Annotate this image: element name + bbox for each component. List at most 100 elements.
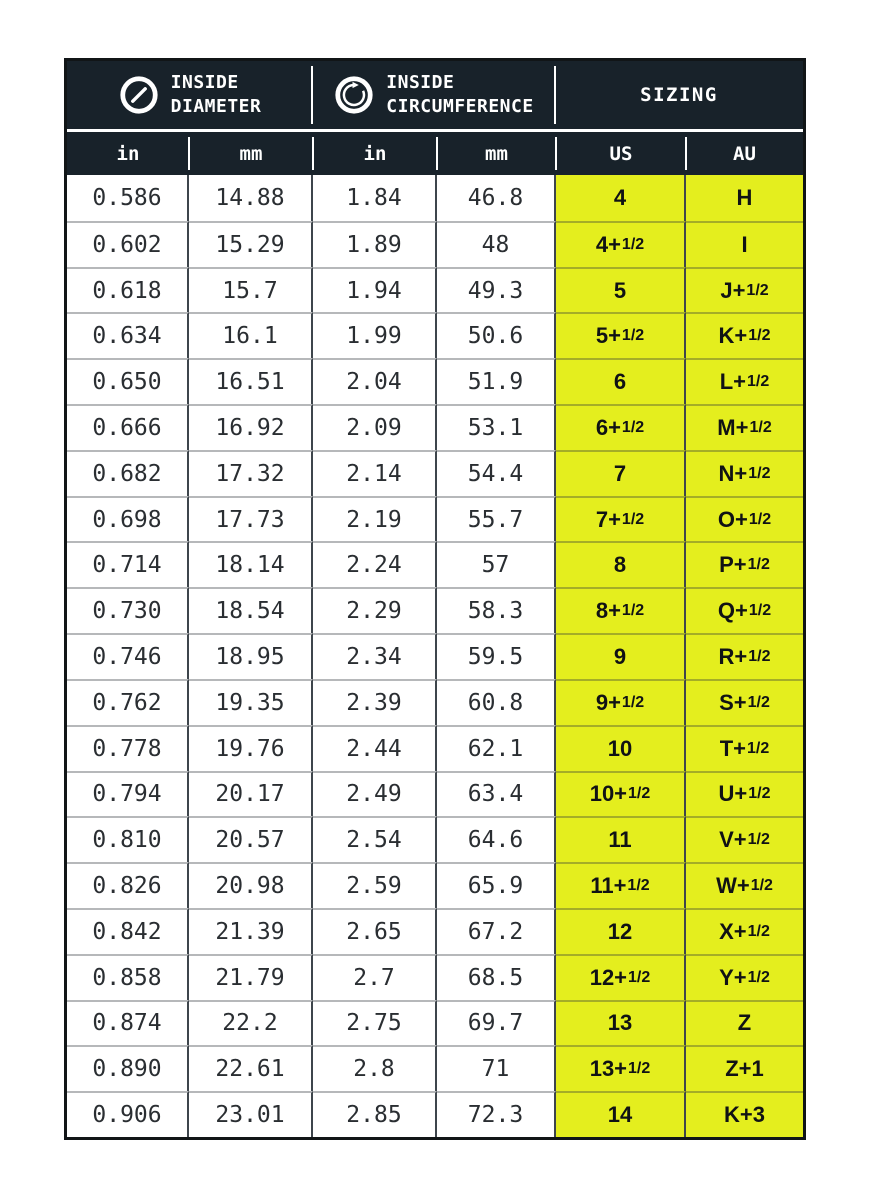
measurement-cell: 0.618 (67, 266, 189, 313)
measurement-cell: 0.874 (67, 999, 189, 1046)
measurement-cell: 0.698 (67, 495, 189, 542)
measurement-cell: 72.3 (437, 1091, 556, 1137)
measurement-cell: 0.906 (67, 1091, 189, 1137)
measurement-cell: 67.2 (437, 907, 556, 954)
measurement-cell: 0.682 (67, 449, 189, 496)
measurement-cell: 62.1 (437, 724, 556, 771)
measurement-cell: 0.826 (67, 862, 189, 908)
header-group-inside-circumference: INSIDE CIRCUMFERENCE (311, 61, 555, 129)
measurement-cell: 49.3 (437, 266, 556, 313)
size-cell: 11 (556, 816, 686, 863)
size-cell: P+ 1/2 (686, 541, 803, 588)
column-header-us-size: US (556, 132, 687, 175)
measurement-cell: 2.29 (313, 587, 437, 634)
measurement-cell: 2.34 (313, 633, 437, 679)
measurement-cell: 18.95 (189, 633, 313, 679)
measurement-cell: 20.17 (189, 770, 313, 817)
measurement-cell: 59.5 (437, 633, 556, 679)
size-cell: Y+ 1/2 (686, 953, 803, 1000)
size-cell: Q+ 1/2 (686, 587, 803, 634)
half-fraction-text: 1/2 (628, 968, 651, 986)
size-cell: N+ 1/2 (686, 449, 803, 496)
header-group-row: INSIDE DIAMETER INSIDE CIRCUMF (67, 61, 803, 129)
measurement-cell: 2.49 (313, 770, 437, 817)
measurement-cell: 71 (437, 1045, 556, 1092)
measurement-cell: 2.8 (313, 1045, 437, 1092)
half-fraction-text: 1/2 (748, 602, 772, 620)
column-header-row: in mm in mm US AU (67, 132, 803, 175)
measurement-cell: 16.1 (189, 312, 313, 359)
measurement-cell: 0.842 (67, 907, 189, 954)
column-header-circumference-mm: mm (437, 132, 557, 175)
header-group-label: INSIDE CIRCUMFERENCE (386, 71, 533, 119)
column-header-diameter-mm: mm (189, 132, 314, 175)
measurement-cell: 2.85 (313, 1091, 437, 1137)
half-fraction-text: 1/2 (621, 602, 645, 620)
header-label-line: CIRCUMFERENCE (386, 96, 534, 117)
measurement-cell: 2.75 (313, 999, 437, 1046)
measurement-cell: 0.890 (67, 1045, 189, 1092)
measurement-cell: 0.778 (67, 724, 189, 771)
size-cell: 8 (556, 541, 686, 588)
header-label-line: INSIDE (386, 72, 455, 94)
measurement-cell: 0.858 (67, 953, 189, 1000)
half-fraction-text: 1/2 (747, 831, 770, 849)
half-fraction-text: 1/2 (627, 877, 650, 895)
size-cell: 13 (556, 999, 686, 1046)
measurement-cell: 50.6 (437, 312, 556, 359)
size-cell: 12+ 1/2 (556, 953, 686, 1000)
measurement-cell: 2.24 (313, 541, 437, 588)
measurement-cell: 60.8 (437, 678, 556, 725)
column-header-circumference-in: in (313, 132, 438, 175)
half-fraction-text: 1/2 (621, 327, 645, 345)
size-cell: M+ 1/2 (686, 404, 803, 450)
measurement-cell: 18.14 (189, 541, 313, 588)
measurement-cell: 18.54 (189, 587, 313, 634)
size-cell: S+ 1/2 (686, 678, 803, 725)
measurement-cell: 0.634 (67, 312, 189, 359)
size-cell: 4 (556, 175, 686, 221)
measurement-cell: 21.79 (189, 953, 313, 1000)
size-cell: 7 (556, 449, 686, 496)
measurement-cell: 1.84 (313, 175, 437, 221)
half-fraction-text: 1/2 (621, 418, 645, 436)
measurement-cell: 19.76 (189, 724, 313, 771)
measurement-cell: 63.4 (437, 770, 556, 817)
size-cell: 11+ 1/2 (556, 862, 686, 908)
half-fraction-text: 1/2 (628, 785, 651, 803)
header-group-label: INSIDE DIAMETER (171, 71, 262, 119)
size-cell: K+ 1/2 (686, 312, 803, 359)
measurement-cell: 2.54 (313, 816, 437, 863)
size-cell: I (686, 220, 803, 267)
header-group-label: SIZING (640, 84, 718, 106)
measurement-cell: 17.32 (189, 449, 313, 496)
size-cell: H (686, 175, 803, 221)
size-cell: J+ 1/2 (686, 266, 803, 313)
measurement-cell: 2.14 (313, 449, 437, 496)
measurement-cell: 2.44 (313, 724, 437, 771)
ring-size-table: INSIDE DIAMETER INSIDE CIRCUMF (64, 58, 806, 1140)
column-header-au-size: AU (733, 142, 756, 165)
half-fraction-text: 1/2 (748, 327, 771, 345)
half-fraction-text: 1/2 (621, 693, 645, 711)
measurement-cell: 1.99 (313, 312, 437, 359)
measurement-cell: 21.39 (189, 907, 313, 954)
size-cell: 4+ 1/2 (556, 220, 686, 267)
table-body: 0.586 14.88 1.84 46.8 4 H 0.602 15.29 1.89 48 4+ 1/… (67, 175, 803, 1137)
header-group-inside-diameter: INSIDE DIAMETER (67, 61, 312, 129)
size-cell: 6+ 1/2 (556, 404, 686, 450)
measurement-cell: 20.98 (189, 862, 313, 908)
measurement-cell: 0.730 (67, 587, 189, 634)
measurement-cell: 16.51 (189, 358, 313, 405)
half-fraction-text: 1/2 (748, 510, 772, 528)
half-fraction-text: 1/2 (747, 922, 770, 940)
measurement-cell: 23.01 (189, 1091, 313, 1137)
measurement-cell: 0.746 (67, 633, 189, 679)
header-divider (67, 129, 803, 132)
measurement-cell: 16.92 (189, 404, 313, 450)
size-cell: 8+ 1/2 (556, 587, 686, 634)
measurement-cell: 2.39 (313, 678, 437, 725)
half-fraction-text: 1/2 (748, 647, 771, 665)
size-cell: W+ 1/2 (686, 862, 803, 908)
